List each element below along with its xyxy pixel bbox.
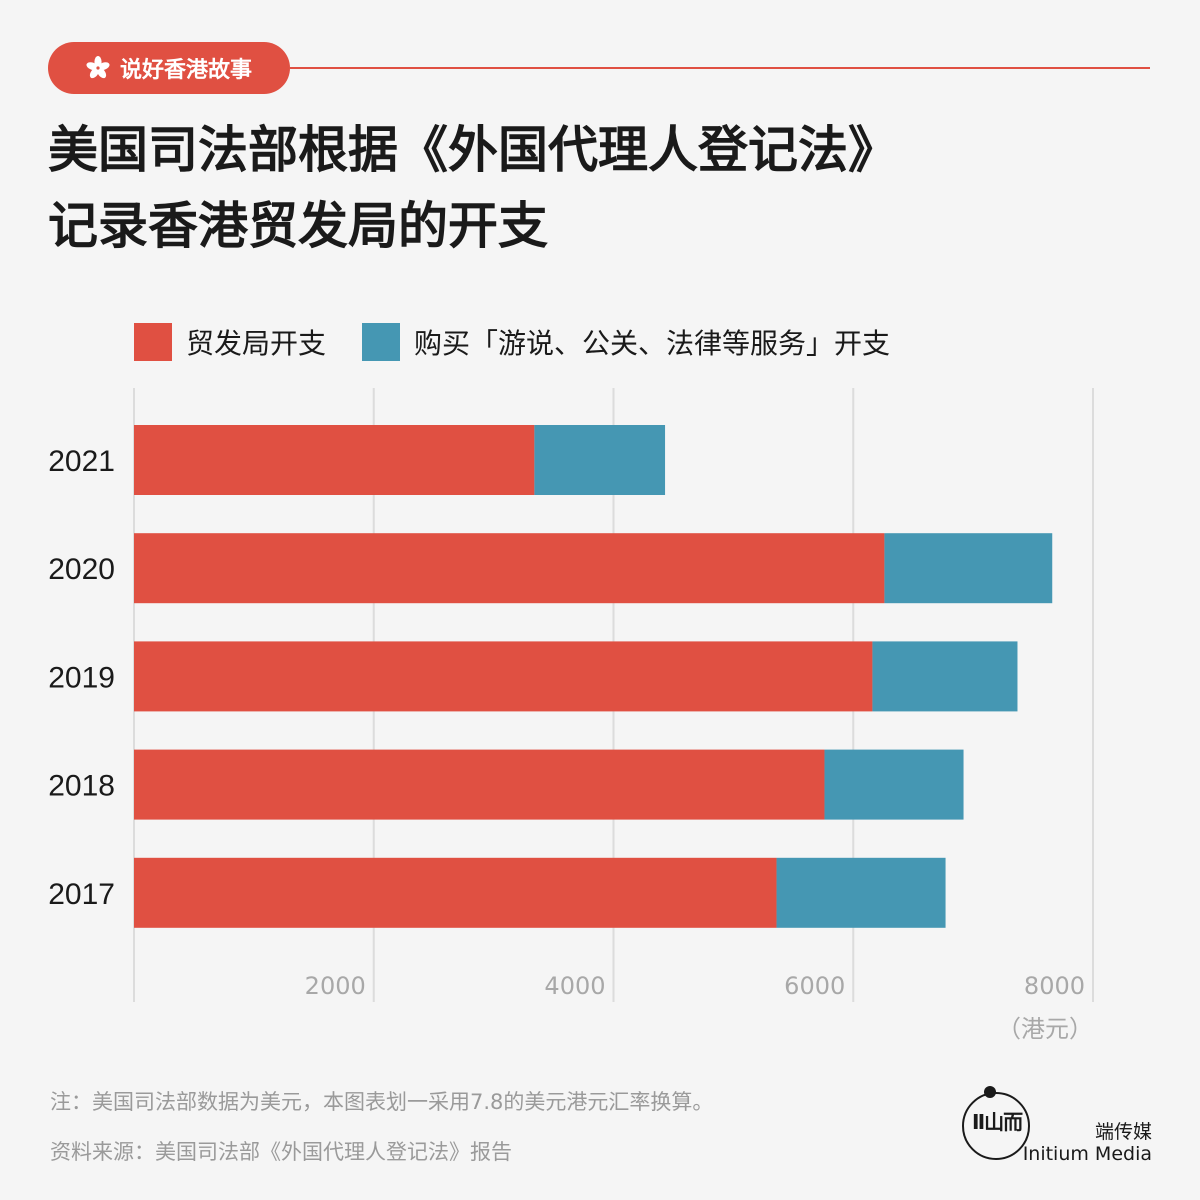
bar-2017-lobbying: [776, 857, 946, 928]
y-category-label: 2020: [48, 553, 115, 586]
y-category-label: 2018: [48, 770, 115, 803]
topic-tag-label: 说好香港故事: [119, 58, 252, 83]
legend-label-lobbying: 购买「游说、公关、法律等服务」开支: [414, 327, 891, 360]
topic-tag: 说好香港故事: [48, 42, 290, 94]
bar-2018-lobbying: [824, 749, 964, 820]
legend-swatch-blue: [362, 323, 401, 361]
bar-2021-trade-council: [134, 425, 535, 495]
brand-name-en: Initium Media: [1022, 1143, 1152, 1165]
footnote: 注：美国司法部数据为美元，本图表划一采用7.8的美元港元汇率换算。: [50, 1090, 714, 1114]
bar-2018-trade-council: [134, 749, 825, 820]
legend-item-trade-council: 贸发局开支: [134, 322, 326, 362]
legend: 贸发局开支 购买「游说、公关、法律等服务」开支: [134, 322, 926, 362]
legend-swatch-red: [134, 323, 172, 361]
bar-2020-lobbying: [884, 533, 1053, 604]
brand-name-cn: 端传媒: [1094, 1121, 1152, 1143]
bar-2021-lobbying: [534, 425, 666, 495]
legend-label-trade-council: 贸发局开支: [186, 327, 327, 360]
x-axis-unit: （港元）: [997, 1015, 1093, 1043]
logo-glyph: Ⅱ山而: [972, 1110, 1023, 1134]
legend-item-lobbying: 购买「游说、公关、法律等服务」开支: [362, 322, 890, 362]
title-line-2: 记录香港贸发局的开支: [48, 197, 548, 255]
y-category-label: 2021: [48, 445, 115, 478]
bar-2019-trade-council: [134, 641, 873, 712]
header-divider: [290, 67, 1150, 69]
x-tick-label: 8000: [1024, 972, 1085, 1000]
x-tick-label: 6000: [784, 972, 845, 1000]
title-line-1: 美国司法部根据《外国代理人登记法》: [48, 121, 898, 179]
y-category-label: 2017: [48, 878, 115, 911]
x-tick-label: 2000: [305, 972, 366, 1000]
bar-2020-trade-council: [134, 533, 885, 604]
source-note: 资料来源：美国司法部《外国代理人登记法》报告: [50, 1140, 512, 1164]
chart-title: 美国司法部根据《外国代理人登记法》 记录香港贸发局的开支: [48, 112, 1158, 264]
bar-2017-trade-council: [134, 857, 777, 928]
y-category-label: 2019: [48, 661, 115, 694]
logo-dot: [984, 1086, 996, 1098]
bauhinia-icon: [86, 56, 110, 79]
bar-2019-lobbying: [872, 641, 1018, 712]
x-tick-label: 4000: [544, 972, 605, 1000]
initium-logo: [962, 1092, 1030, 1160]
